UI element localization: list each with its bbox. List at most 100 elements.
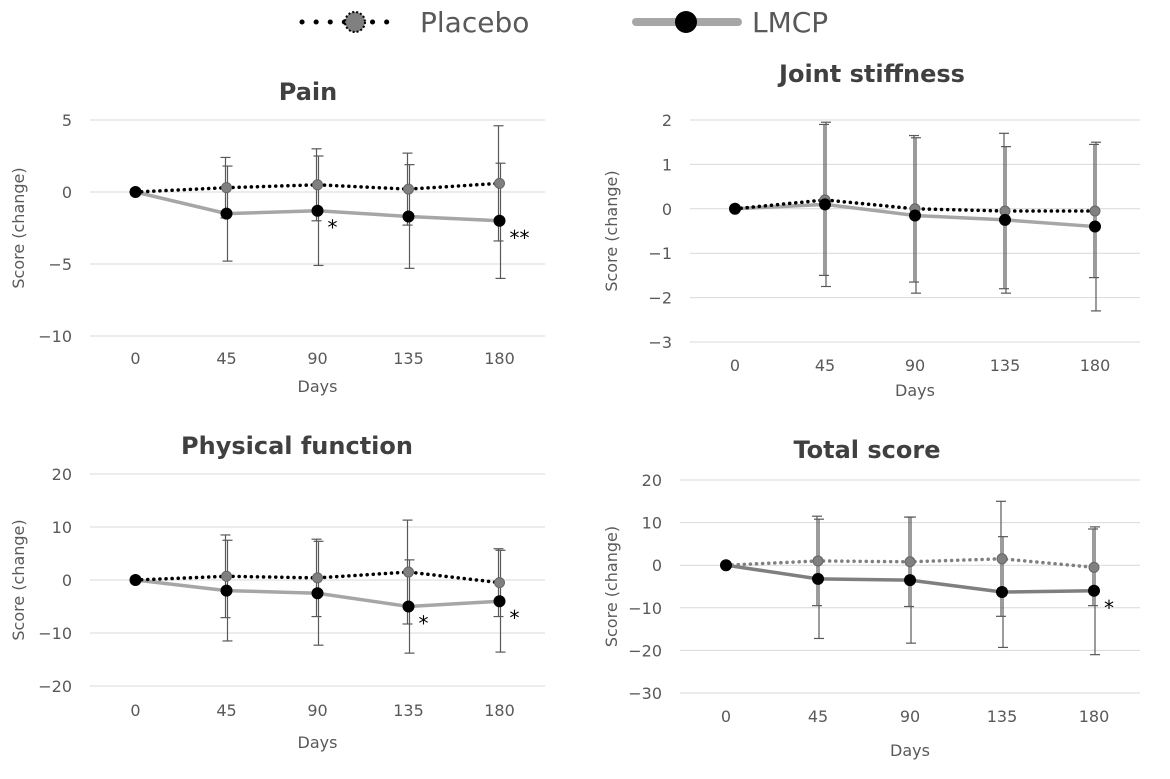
x-tick-label: 135 (987, 707, 1018, 726)
x-tick-label: 0 (721, 707, 731, 726)
significance-marker: * (1104, 596, 1114, 620)
x-axis-label: Days (890, 741, 930, 760)
legend-lmcp-label: LMCP (752, 6, 828, 39)
lmcp-point (220, 584, 233, 597)
lmcp-point (812, 572, 824, 585)
y-tick-label: 10 (52, 518, 72, 537)
lmcp-point (402, 600, 415, 613)
y-tick-label: 20 (52, 465, 72, 484)
lmcp-point (729, 202, 741, 215)
x-axis-label: Days (895, 381, 935, 400)
lmcp-point (311, 587, 324, 600)
y-tick-label: −5 (48, 255, 72, 274)
y-tick-label: −20 (38, 677, 72, 696)
lmcp-point (129, 574, 142, 586)
x-tick-label: 180 (484, 349, 515, 368)
lmcp-point (311, 204, 324, 217)
lmcp-point (999, 213, 1011, 226)
lmcp-point (1089, 220, 1101, 233)
lmcp-point (720, 559, 732, 572)
lmcp-point (402, 210, 415, 223)
placebo-point (221, 182, 232, 194)
y-axis-label: Score (change) (602, 526, 621, 647)
chart-title: Pain (279, 78, 337, 106)
placebo-point (312, 179, 323, 191)
x-tick-label: 180 (1079, 707, 1110, 726)
placebo-point (812, 555, 824, 567)
y-tick-label: 10 (642, 514, 662, 533)
placebo-series-line (733, 198, 1097, 213)
y-tick-label: 5 (62, 111, 72, 130)
lmcp-point (909, 209, 921, 222)
y-tick-label: −3 (648, 333, 672, 352)
x-tick-label: 135 (393, 349, 424, 368)
lmcp-point (493, 214, 506, 227)
y-axis-label: Score (change) (602, 170, 621, 291)
y-tick-label: −10 (38, 327, 72, 346)
x-tick-label: 0 (130, 349, 140, 368)
placebo-point (494, 577, 505, 589)
x-axis-label: Days (298, 377, 338, 396)
x-tick-label: 90 (905, 356, 925, 375)
x-tick-label: 90 (307, 349, 327, 368)
legend-lmcp-marker (675, 11, 697, 33)
x-tick-label: 180 (484, 701, 515, 720)
significance-marker: ** (510, 226, 530, 250)
placebo-point (494, 177, 505, 189)
y-tick-label: −10 (628, 599, 662, 618)
x-tick-label: 45 (216, 701, 236, 720)
chart-panel-3: Total score 20 10 0 −10 −20 −30 0 45 90 135 180 Days… (602, 436, 1140, 760)
y-tick-label: −20 (628, 641, 662, 660)
x-tick-label: 0 (730, 356, 740, 375)
chart-panel-0: Pain 5 0 −5 −10 0 45 90 135 180 Days Score (change)… (9, 78, 545, 396)
y-tick-label: 0 (652, 556, 662, 575)
placebo-point (1089, 205, 1101, 217)
y-tick-label: −10 (38, 624, 72, 643)
lmcp-point (220, 207, 233, 220)
placebo-point (403, 183, 414, 195)
x-tick-label: 90 (307, 701, 327, 720)
placebo-point (403, 566, 414, 578)
chart-panel-2: Physical function 20 10 0 −10 −20 0 45 90 135 180 D… (9, 432, 545, 752)
lmcp-point (129, 186, 142, 198)
y-tick-label: 0 (62, 571, 72, 590)
significance-marker: * (419, 612, 429, 636)
x-tick-label: 45 (815, 356, 835, 375)
x-tick-label: 90 (900, 707, 920, 726)
y-axis-label: Score (change) (9, 167, 28, 288)
lmcp-point (1088, 584, 1100, 597)
y-tick-label: 2 (662, 111, 672, 130)
chart-title: Joint stiffness (777, 60, 965, 88)
x-tick-label: 135 (393, 701, 424, 720)
placebo-point (904, 556, 916, 568)
placebo-point (996, 553, 1008, 565)
lmcp-point (996, 586, 1008, 599)
y-tick-label: 20 (642, 471, 662, 490)
legend-placebo-marker (344, 11, 366, 33)
y-tick-label: 0 (62, 183, 72, 202)
x-tick-label: 0 (130, 701, 140, 720)
x-tick-label: 45 (808, 707, 828, 726)
y-tick-label: 0 (662, 200, 672, 219)
lmcp-point (904, 574, 916, 587)
x-tick-label: 180 (1080, 356, 1111, 375)
placebo-point (312, 572, 323, 584)
y-tick-label: −30 (628, 684, 662, 703)
placebo-point (221, 570, 232, 582)
lmcp-point (819, 198, 831, 211)
y-axis-label: Score (change) (9, 519, 28, 640)
chart-legend: Placebo LMCP (299, 6, 828, 39)
legend-placebo-label: Placebo (420, 6, 529, 39)
significance-marker: * (328, 216, 338, 240)
chart-title: Physical function (181, 432, 413, 460)
x-tick-label: 45 (216, 349, 236, 368)
chart-title: Total score (793, 436, 940, 464)
chart-panel-1: Joint stiffness 2 1 0 −1 −2 −3 0 45 90 135 180 Days S… (602, 60, 1140, 400)
significance-marker: * (510, 606, 520, 630)
y-tick-label: −1 (648, 244, 672, 263)
x-axis-label: Days (298, 733, 338, 752)
lmcp-point (493, 595, 506, 608)
y-tick-label: 1 (662, 155, 672, 174)
x-tick-label: 135 (990, 356, 1021, 375)
